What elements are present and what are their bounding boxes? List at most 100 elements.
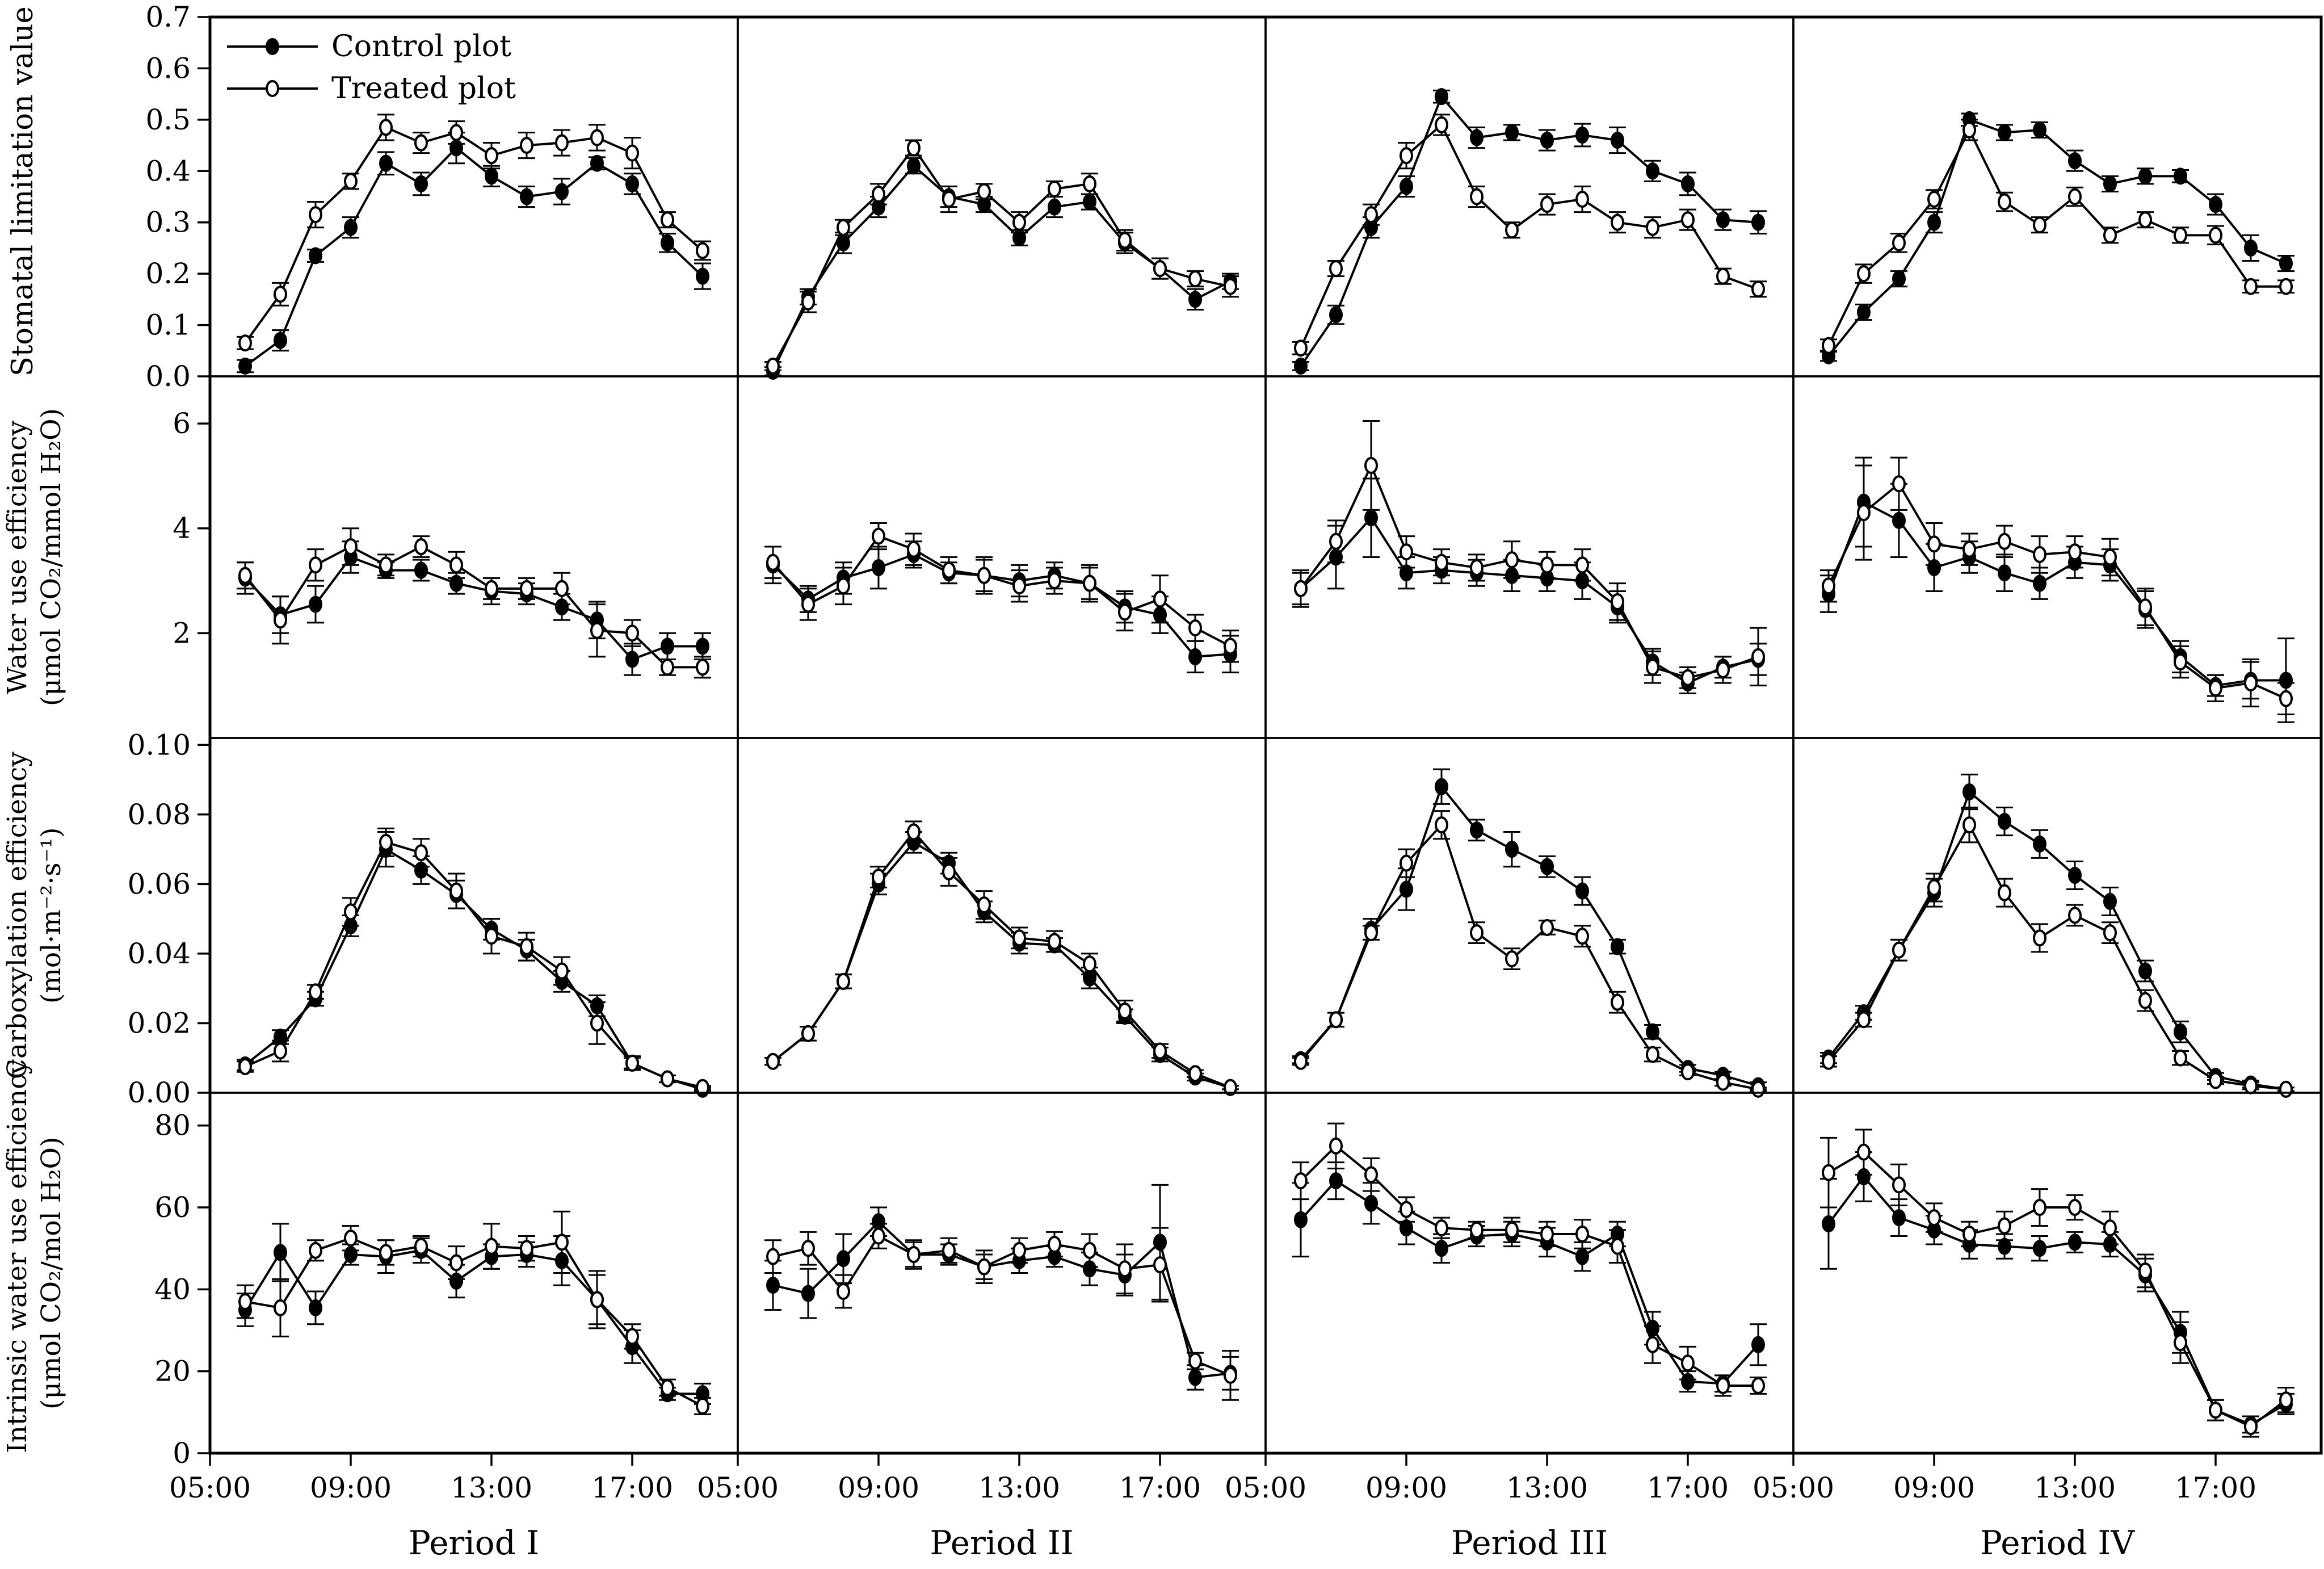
treated-marker: [1364, 206, 1378, 224]
x-tick-label: 13:00: [978, 1471, 1060, 1504]
y-tick-label: 0.3: [145, 206, 191, 239]
y-axis-unit-row3: (mol·m⁻²·s⁻¹): [36, 827, 67, 1004]
figure-outer-border: [208, 15, 2323, 1455]
y-tick-label: 0.4: [145, 154, 191, 187]
treated-marker: [2279, 1080, 2293, 1098]
treated-marker: [1611, 213, 1624, 231]
treated-marker: [1470, 1221, 1484, 1239]
treated-marker: [977, 183, 991, 200]
panel-row3-col1: [209, 737, 739, 1098]
control-marker: [1646, 1023, 1659, 1041]
control-series: [764, 540, 1239, 674]
control-marker: [274, 332, 287, 349]
control-series: [237, 1223, 711, 1405]
y-axis-unit-row4: (μmol CO₂/mol H₂O): [36, 1136, 67, 1409]
treated-marker: [1646, 658, 1659, 676]
control-marker: [872, 559, 885, 576]
treated-series: [1292, 419, 1767, 689]
treated-marker: [1962, 816, 1976, 834]
control-marker: [1998, 564, 2011, 582]
treated-marker: [1470, 188, 1484, 205]
y-axis-title-row2: Water use efficiency: [2, 420, 33, 694]
control-marker: [1329, 1172, 1343, 1190]
panel-border: [209, 16, 739, 377]
y-tick-label: 0.6: [145, 52, 191, 85]
treated-marker: [1962, 121, 1976, 139]
period-label: Period IV: [1980, 1524, 2135, 1562]
treated-marker: [625, 144, 639, 162]
x-tick-label: 09:00: [310, 1471, 392, 1504]
treated-series: [764, 139, 1239, 375]
treated-marker: [1118, 232, 1132, 249]
treated-marker: [2209, 226, 2222, 244]
treated-marker: [1048, 1235, 1061, 1253]
treated-marker: [801, 1025, 815, 1042]
control-marker: [1505, 124, 1519, 141]
panel-row4-col2: [737, 1092, 1267, 1454]
x-tick-label: 17:00: [2175, 1471, 2256, 1504]
treated-series: [1292, 810, 1767, 1098]
treated-marker: [344, 538, 358, 556]
panel-border: [1264, 375, 1795, 739]
panel-border: [1792, 16, 2322, 377]
treated-marker: [1822, 337, 1835, 354]
treated-marker: [555, 962, 569, 980]
control-marker: [1716, 211, 1730, 229]
x-tick-label: 09:00: [1893, 1471, 1975, 1504]
treated-line: [1300, 123, 1759, 349]
treated-marker: [555, 580, 569, 597]
control-marker: [414, 561, 428, 579]
y-tick-label: 0.04: [128, 937, 191, 970]
control-marker: [238, 357, 252, 375]
control-line: [1827, 790, 2287, 1090]
treated-marker: [1822, 1052, 1835, 1070]
y-axis-title-row3: Carboxylation efficiency: [2, 752, 33, 1079]
treated-marker: [1329, 260, 1343, 278]
treated-marker: [379, 119, 393, 136]
x-tick-label: 09:00: [838, 1471, 919, 1504]
treated-marker: [1892, 1176, 1906, 1194]
treated-marker: [309, 556, 322, 574]
treated-marker: [1012, 213, 1026, 231]
treated-marker: [1400, 543, 1413, 561]
control-marker: [1681, 175, 1695, 192]
x-tick-label: 05:00: [697, 1471, 779, 1504]
treated-marker: [801, 595, 815, 613]
treated-marker: [1224, 1079, 1237, 1096]
control-marker: [2209, 196, 2222, 213]
treated-marker: [1540, 556, 1554, 574]
treated-marker: [344, 1230, 358, 1247]
treated-series: [1292, 1122, 1767, 1397]
treated-marker: [1329, 532, 1343, 550]
treated-marker: [2103, 548, 2117, 566]
treated-series: [237, 527, 711, 679]
x-tick-label: 13:00: [1506, 1471, 1588, 1504]
control-marker: [1611, 938, 1624, 955]
treated-marker: [1012, 577, 1026, 595]
treated-marker: [449, 556, 463, 574]
treated-marker: [1048, 572, 1061, 590]
panel-row2-col2: [737, 375, 1267, 739]
treated-marker: [1118, 1260, 1132, 1278]
treated-marker: [1048, 180, 1061, 198]
treated-line: [245, 1237, 703, 1407]
treated-marker: [274, 1299, 287, 1316]
treated-line: [1827, 1151, 2287, 1428]
treated-marker: [1153, 260, 1167, 278]
control-marker: [2033, 835, 2046, 853]
control-series: [1820, 1151, 2294, 1434]
treated-marker: [1329, 1137, 1343, 1155]
treated-marker: [1505, 950, 1519, 968]
treated-marker: [1188, 1065, 1202, 1083]
treated-marker: [837, 1282, 850, 1300]
control-marker: [1364, 509, 1378, 527]
control-marker: [2068, 867, 2082, 884]
treated-marker: [1012, 1241, 1026, 1259]
treated-marker: [1224, 278, 1237, 295]
control-marker: [414, 175, 428, 192]
x-tick-label: 05:00: [1753, 1471, 1834, 1504]
control-marker: [1575, 126, 1589, 144]
treated-marker: [2244, 278, 2258, 295]
treated-marker: [1505, 1221, 1519, 1239]
